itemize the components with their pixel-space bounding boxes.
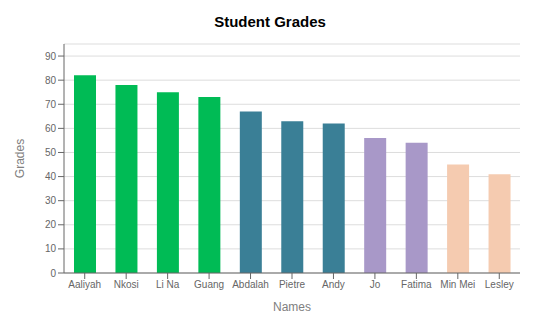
svg-text:70: 70 bbox=[45, 99, 57, 110]
svg-text:30: 30 bbox=[45, 195, 57, 206]
svg-text:Aaliyah: Aaliyah bbox=[68, 279, 101, 290]
svg-text:Abdalah: Abdalah bbox=[232, 279, 269, 290]
svg-text:Jo: Jo bbox=[370, 279, 381, 290]
svg-text:10: 10 bbox=[45, 243, 57, 254]
svg-text:Andy: Andy bbox=[322, 279, 345, 290]
svg-text:Lesley: Lesley bbox=[485, 279, 514, 290]
svg-text:Grades: Grades bbox=[13, 139, 27, 178]
svg-text:Nkosi: Nkosi bbox=[114, 279, 139, 290]
svg-text:80: 80 bbox=[45, 75, 57, 86]
svg-text:50: 50 bbox=[45, 147, 57, 158]
svg-text:Li Na: Li Na bbox=[156, 279, 180, 290]
svg-text:Min Mei: Min Mei bbox=[440, 279, 475, 290]
svg-text:90: 90 bbox=[45, 51, 57, 62]
svg-text:Guang: Guang bbox=[194, 279, 224, 290]
svg-text:0: 0 bbox=[50, 268, 56, 279]
svg-text:60: 60 bbox=[45, 123, 57, 134]
svg-text:Names: Names bbox=[273, 300, 311, 314]
svg-text:Pietre: Pietre bbox=[279, 279, 306, 290]
html-text:Student Grades: Student Grades bbox=[214, 13, 326, 30]
svg-text:Fatima: Fatima bbox=[401, 279, 432, 290]
svg-text:40: 40 bbox=[45, 171, 57, 182]
svg-text:20: 20 bbox=[45, 219, 57, 230]
